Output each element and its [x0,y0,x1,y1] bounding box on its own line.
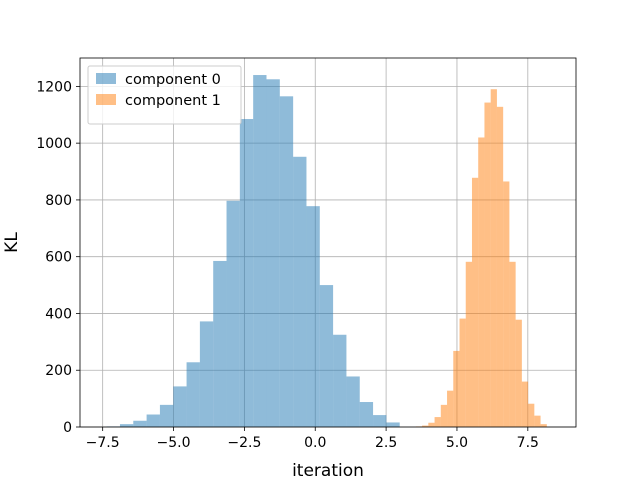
histogram-bar [146,414,160,427]
histogram-bars [106,75,547,428]
histogram-bar [386,422,400,427]
histogram-bar [226,200,240,427]
x-tick-label: 7.5 [517,435,539,451]
histogram-bar [471,177,479,427]
histogram-bar [306,206,320,427]
histogram-bar [293,156,307,428]
histogram-bar [253,75,267,428]
histogram-bar [133,420,147,427]
histogram-bar [440,404,448,427]
y-tick-label: 1000 [36,136,72,152]
histogram-bar [119,424,134,427]
x-tick-label: −2.5 [227,435,261,451]
histogram-bar [453,350,460,427]
histogram-bar [447,390,454,427]
histogram-bar [199,321,214,427]
legend-box [87,65,242,125]
y-tick-label: 800 [45,193,72,209]
legend-swatch [96,73,116,84]
histogram-bar [346,376,360,427]
histogram-bar [496,106,504,428]
y-tick-label: 200 [45,363,72,379]
histogram-bar [515,319,522,427]
x-tick-label: 2.5 [375,435,397,451]
histogram-bar [266,79,280,428]
x-tick-label: 5.0 [446,435,468,451]
histogram-bar [434,417,441,427]
x-tick-label: −7.5 [86,435,120,451]
y-axis-ticks: 0 200 400 600 800 1000 1200 [36,79,80,436]
histogram-bar [503,181,510,427]
histogram-bar [521,381,529,427]
plot-frame [79,57,577,428]
y-tick-label: 400 [45,306,72,322]
y-tick-label: 600 [45,250,72,266]
y-tick-label: 0 [63,420,72,436]
x-axis-ticks: −7.5 −5.0 −2.5 0.0 2.5 5.0 7.5 [86,427,539,451]
histogram-bar [159,404,174,427]
histogram-bar [540,424,547,427]
histogram-bar [528,403,535,427]
x-tick-label: 0.0 [304,435,326,451]
histogram-bar [173,386,187,427]
histogram-bar [428,422,435,427]
histogram-bar [484,102,491,427]
histogram-bar [239,119,254,428]
histogram-bar [422,425,429,427]
x-tick-label: −5.0 [157,435,191,451]
histogram-bar [359,402,374,427]
histogram-bar [319,285,334,427]
legend-label: component 1 [125,93,221,109]
y-axis-label: KL [2,232,22,253]
histogram-bar [490,89,497,427]
histogram-bar [373,415,387,427]
series-0-bars [106,75,400,428]
histogram-bar [478,137,485,427]
histogram-bar [279,96,294,428]
histogram-bar [213,260,227,427]
histogram-bar [509,261,516,427]
histogram-bar [459,318,466,427]
histogram-bar [333,334,347,427]
histogram-bar [534,415,541,427]
x-axis-label: iteration [292,461,364,480]
series-1-bars [415,89,547,428]
legend: component 0 component 1 [87,65,242,125]
legend-label: component 0 [125,72,221,88]
histogram-bar [465,261,472,427]
histogram-bar [186,362,200,427]
y-tick-label: 1200 [36,79,72,95]
legend-swatch [96,94,116,105]
